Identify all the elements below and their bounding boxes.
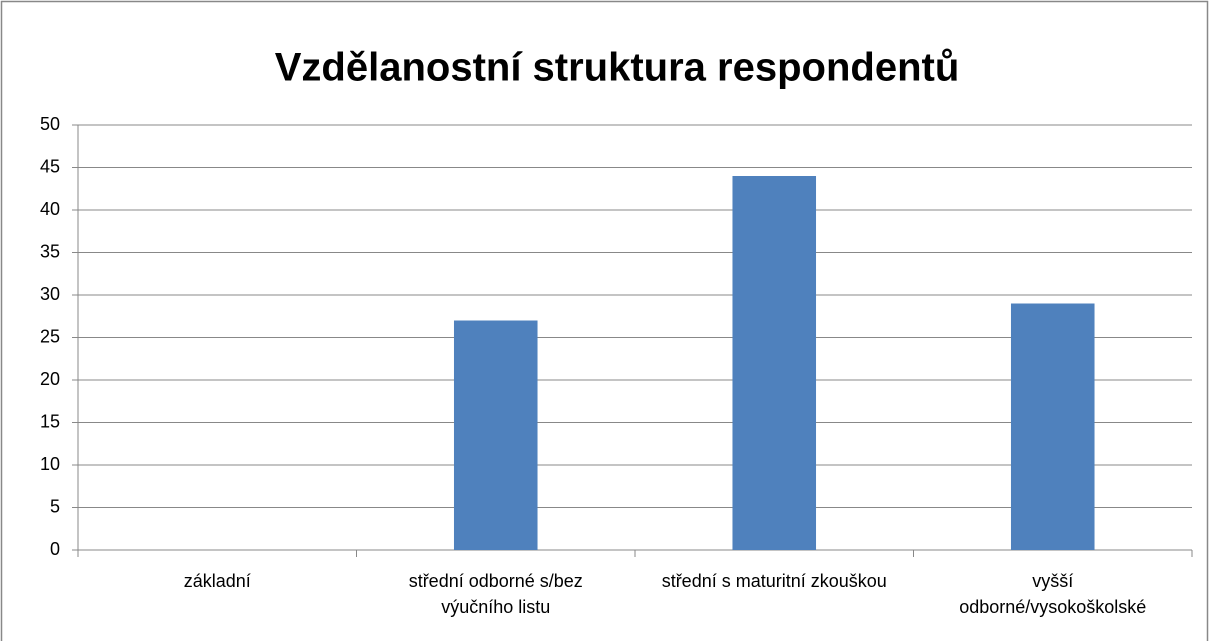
- y-tick-label: 25: [40, 326, 60, 346]
- y-tick-label: 5: [50, 496, 60, 516]
- y-tick-label: 0: [50, 539, 60, 559]
- bar: [1010, 303, 1095, 550]
- bar: [453, 320, 538, 550]
- y-tick-label: 10: [40, 454, 60, 474]
- chart-title: Vzdělanostní struktura respondentů: [275, 46, 960, 90]
- y-tick-label: 40: [40, 199, 60, 219]
- x-tick-label: základní: [183, 571, 251, 591]
- bar: [732, 176, 817, 550]
- y-tick-label: 45: [40, 156, 60, 176]
- y-tick-label: 15: [40, 411, 60, 431]
- y-tick-label: 20: [40, 369, 60, 389]
- y-tick-label: 50: [40, 114, 60, 134]
- x-tick-label: vyšší odborné/vysokoškolské: [959, 571, 1147, 617]
- x-tick-label: střední odborné s/bez výučního listu: [408, 571, 583, 617]
- x-tick-label: střední s maturitní zkouškou: [661, 571, 887, 591]
- y-tick-label: 35: [40, 241, 60, 261]
- y-tick-label: 30: [40, 284, 60, 304]
